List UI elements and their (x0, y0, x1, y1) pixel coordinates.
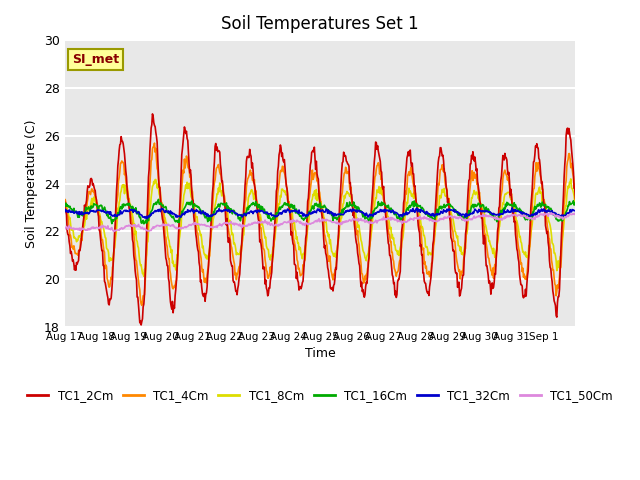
X-axis label: Time: Time (305, 348, 335, 360)
Title: Soil Temperatures Set 1: Soil Temperatures Set 1 (221, 15, 419, 33)
Text: SI_met: SI_met (72, 53, 119, 66)
Y-axis label: Soil Temperature (C): Soil Temperature (C) (25, 119, 38, 248)
Legend: TC1_2Cm, TC1_4Cm, TC1_8Cm, TC1_16Cm, TC1_32Cm, TC1_50Cm: TC1_2Cm, TC1_4Cm, TC1_8Cm, TC1_16Cm, TC1… (22, 384, 618, 407)
